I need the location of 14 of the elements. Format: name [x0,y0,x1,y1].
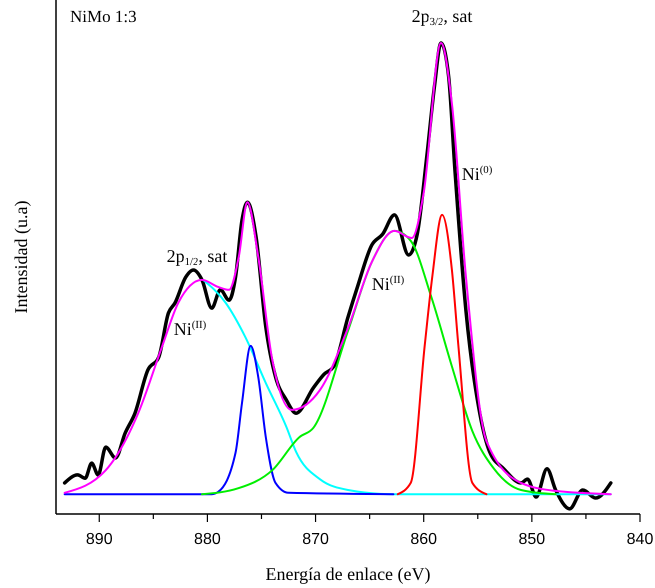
annotation: Ni$^{(II)}$ [174,319,207,339]
x-axis-title: Energía de enlace (eV) [265,564,431,584]
text: 2p$_{3/2}$, sat [412,6,472,28]
annotation: Ni$^{(0)}$ [462,164,493,184]
x-tick-label: 860 [410,531,438,548]
y-axis-title: Intensidad (u.a) [11,200,31,314]
x-tick-label: 890 [86,531,113,548]
annotation: 2p$_{1/2}$, sat [166,246,228,268]
x-tick-label: 880 [194,531,221,548]
chart-title: NiMo 1:3 [70,7,137,26]
x-tick-label: 850 [518,531,546,548]
x-tick-label: 840 [626,531,654,548]
annotation: Ni$^{(II)}$ [372,274,405,294]
x-tick-label: 870 [302,531,329,548]
